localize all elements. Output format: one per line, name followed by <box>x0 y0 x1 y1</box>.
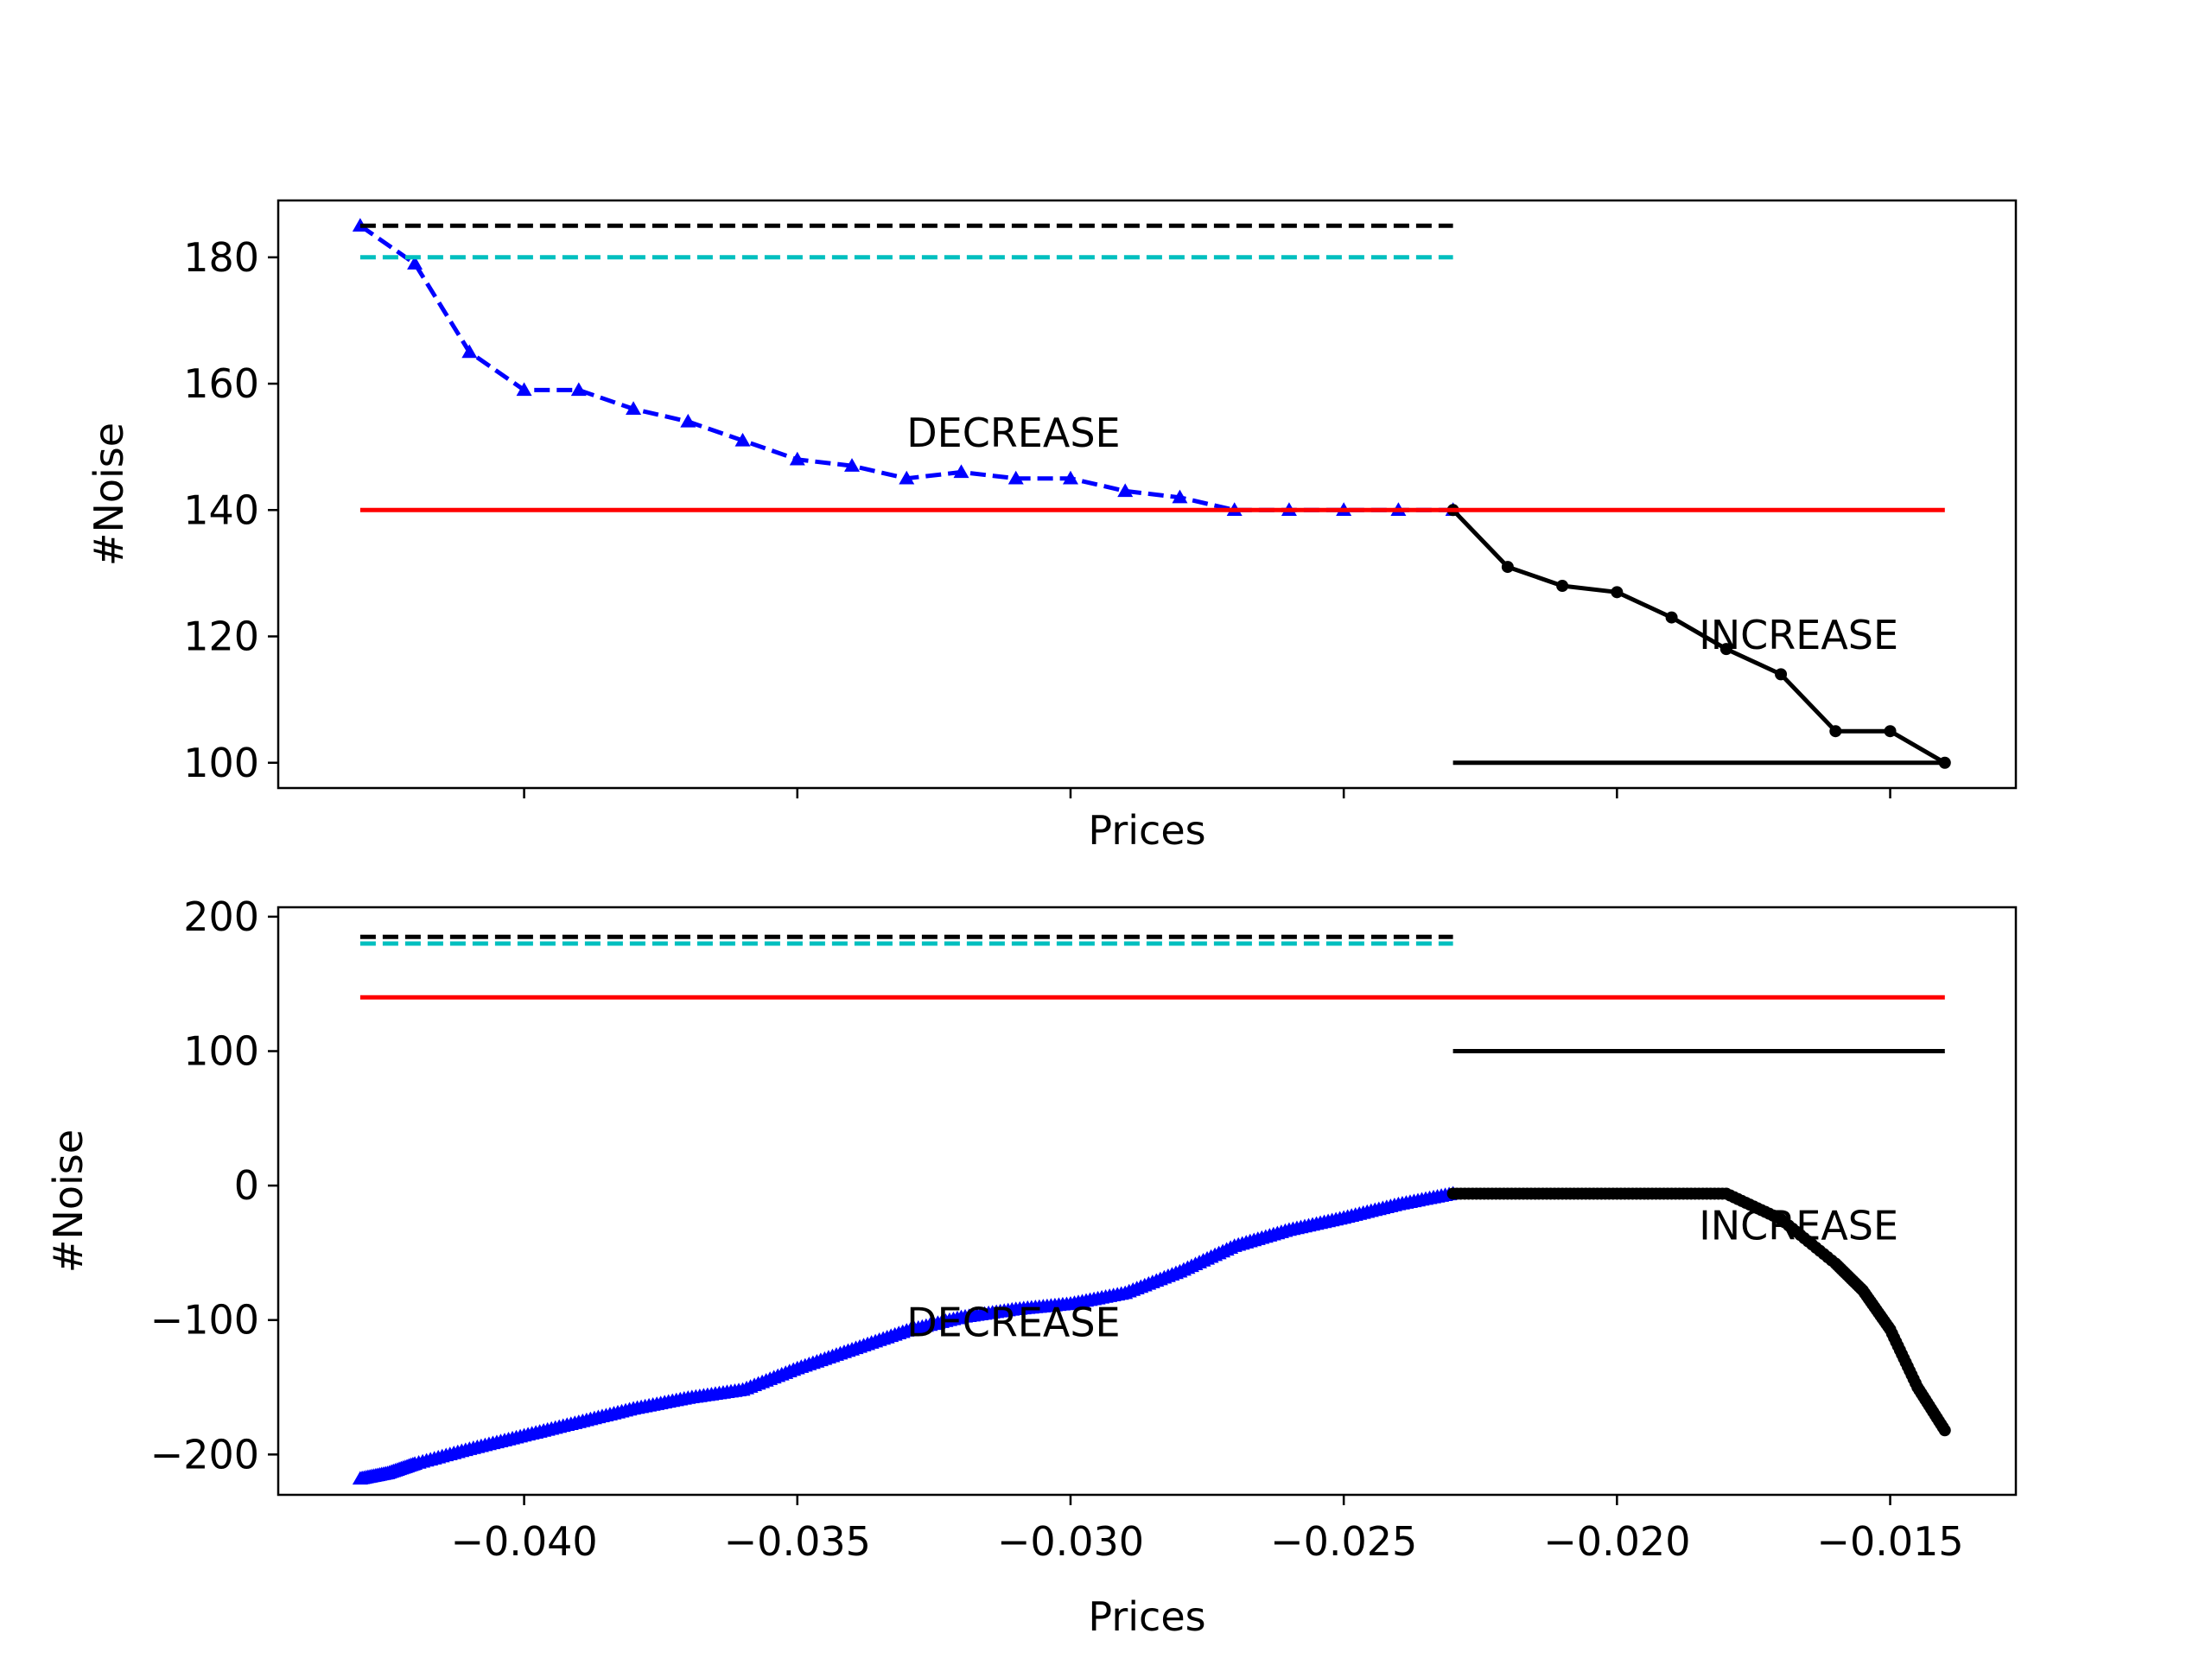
y-tick-label: 200 <box>183 893 259 940</box>
annotation-decrease: DECREASE <box>906 410 1120 456</box>
x-tick: −0.040 <box>450 1495 598 1565</box>
y-tick-label: −200 <box>150 1431 259 1478</box>
y-tick-label: 100 <box>183 1027 259 1074</box>
y-tick: 120 <box>183 613 278 660</box>
series-2 <box>1446 1187 1951 1437</box>
x-tick: −0.035 <box>724 1495 871 1565</box>
series-1 <box>352 1185 1461 1485</box>
x-tick-label: −0.020 <box>1543 1518 1690 1565</box>
data-point <box>516 382 532 397</box>
y-axis-label: #Noise <box>86 423 132 566</box>
annotation-decrease: DECREASE <box>906 1299 1120 1345</box>
data-point <box>734 432 751 447</box>
annotation-increase: INCREASE <box>1699 612 1898 658</box>
data-point <box>1007 470 1024 485</box>
data-point <box>953 464 969 479</box>
y-tick: 200 <box>183 893 278 940</box>
x-axis-label: Prices <box>1088 807 1205 854</box>
x-tick-label: −0.040 <box>450 1518 597 1565</box>
plot-area <box>352 218 1951 769</box>
x-tick: −0.015 <box>1816 1495 1964 1565</box>
y-tick-label: 120 <box>183 613 259 660</box>
y-tick-label: 0 <box>234 1162 259 1209</box>
annotation-increase: INCREASE <box>1699 1202 1898 1249</box>
y-tick-label: −100 <box>150 1297 259 1344</box>
y-tick: 0 <box>234 1162 278 1209</box>
data-point <box>680 413 696 428</box>
series-1 <box>352 218 1461 517</box>
x-tick-label: −0.015 <box>1816 1518 1963 1565</box>
data-point <box>352 218 368 232</box>
data-point <box>1172 489 1188 504</box>
y-tick: 100 <box>183 740 278 786</box>
data-point <box>1884 725 1897 738</box>
y-tick: 140 <box>183 486 278 533</box>
series-2 <box>1446 504 1951 769</box>
data-point <box>1117 483 1134 498</box>
x-axis-label: Prices <box>1088 1593 1205 1640</box>
series-line <box>359 224 1453 512</box>
x-tick-label: −0.035 <box>724 1518 871 1565</box>
subplot-2: −200 −100 0 100 200 −0.040 −0.035 −0.030 −0.025 −… <box>45 893 2018 1640</box>
y-tick: −100 <box>150 1297 278 1344</box>
data-point <box>1501 561 1514 574</box>
data-point <box>407 256 423 270</box>
data-point <box>1556 580 1569 593</box>
data-point <box>1775 668 1788 681</box>
plot-area <box>352 934 1951 1485</box>
subplot-1: 100 120 140 160 180 Prices #Noise DECREASE INCRE… <box>86 199 2018 854</box>
y-axis-label: #Noise <box>45 1129 92 1273</box>
x-tick: −0.020 <box>1543 1495 1690 1565</box>
axes-frame <box>276 199 2018 790</box>
y-tick: −200 <box>150 1431 278 1478</box>
x-tick-label: −0.025 <box>1270 1518 1417 1565</box>
data-point <box>1938 1424 1951 1437</box>
axes-frame <box>276 906 2018 1497</box>
y-tick-label: 180 <box>183 234 259 281</box>
y-tick: 100 <box>183 1027 278 1074</box>
data-point <box>1611 586 1624 599</box>
data-point <box>789 451 805 466</box>
data-point <box>461 344 478 359</box>
data-point <box>1829 725 1842 738</box>
y-tick: 160 <box>183 360 278 407</box>
data-point <box>1665 611 1678 624</box>
data-point <box>844 458 861 472</box>
x-tick: −0.030 <box>997 1495 1144 1565</box>
y-tick-label: 100 <box>183 740 259 786</box>
x-tick: −0.025 <box>1270 1495 1417 1565</box>
data-point <box>899 470 915 485</box>
x-tick-label: −0.030 <box>997 1518 1144 1565</box>
y-tick: 180 <box>183 234 278 281</box>
data-point <box>626 401 642 416</box>
y-tick-label: 160 <box>183 360 259 407</box>
y-tick-label: 140 <box>183 486 259 533</box>
data-point <box>1719 643 1732 656</box>
data-point <box>570 382 587 397</box>
data-point <box>1062 470 1078 485</box>
series-line <box>1451 508 1947 765</box>
